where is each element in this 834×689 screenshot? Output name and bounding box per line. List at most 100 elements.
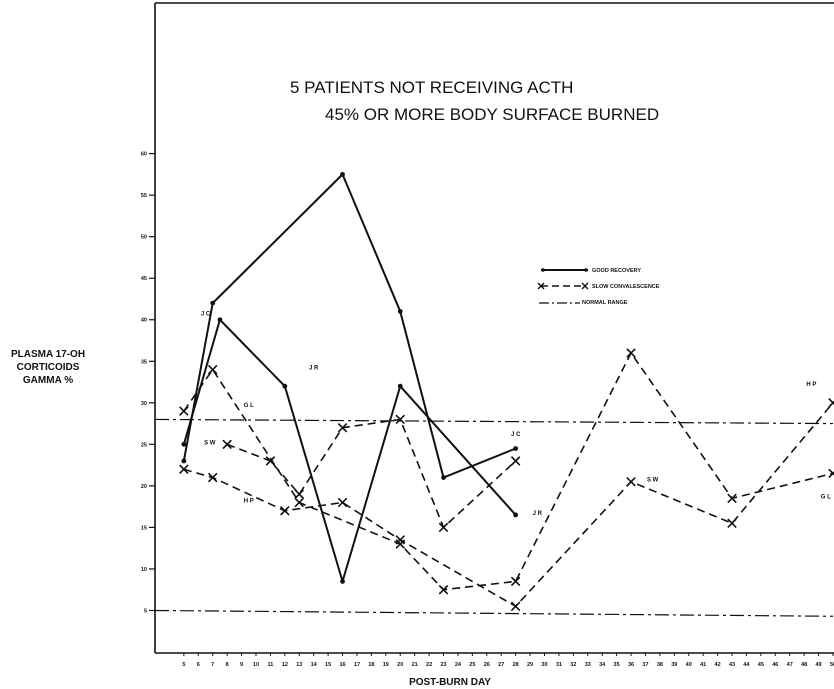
x-tick-label-41: 41	[700, 662, 706, 668]
y-tick-label-55: 55	[141, 193, 147, 199]
legend-label-normal-range: NORMAL RANGE	[582, 300, 628, 306]
series-j-r	[181, 317, 519, 584]
x-tick-label-24: 24	[455, 662, 462, 668]
x-tick-label-26: 26	[484, 662, 490, 668]
x-tick-label-32: 32	[570, 662, 576, 668]
x-tick-label-23: 23	[440, 662, 446, 668]
point-g-l-6	[626, 348, 636, 358]
y-tick-label-45: 45	[141, 276, 147, 282]
x-tick-label-20: 20	[397, 662, 403, 668]
point-g-l-4	[438, 584, 449, 595]
x-tick-label-48: 48	[801, 662, 807, 668]
point-s-w-2	[294, 489, 305, 499]
series-label-j-c-1: J C	[201, 312, 211, 318]
x-axis-ticks: 5 6 7 8 9 10 11 12 13 14 15 16 17 18 19 20 21 22 23 24 25 26 2…	[182, 653, 834, 668]
point-j-c-1	[210, 300, 216, 306]
point-j-c-2	[340, 171, 345, 177]
x-tick-label-49: 49	[816, 662, 822, 668]
legend-x-right	[581, 282, 589, 290]
x-tick-label-21: 21	[412, 662, 418, 668]
x-axis-title: POST-BURN DAY	[409, 677, 491, 688]
point-h-p-5	[510, 601, 521, 612]
series-label-j-r-2: J R	[309, 366, 319, 372]
x-tick-label-35: 35	[614, 662, 620, 668]
x-tick-label-13: 13	[296, 662, 302, 668]
series-j-c	[181, 171, 519, 480]
point-g-l-2	[294, 497, 305, 508]
series-label-g-l-10: G L	[821, 494, 831, 500]
chart-title-line-1: 5 PATIENTS NOT RECEIVING ACTH	[290, 78, 573, 97]
point-g-l-1	[207, 364, 218, 375]
normal-range-lines	[154, 418, 834, 617]
x-tick-label-12: 12	[282, 662, 288, 668]
x-tick-label-27: 27	[498, 662, 504, 668]
normal-range-line-1	[154, 418, 834, 425]
x-tick-label-14: 14	[311, 662, 318, 668]
series-line-s-w	[226, 418, 517, 529]
y-tick-label-50: 50	[141, 235, 147, 241]
x-tick-label-19: 19	[383, 662, 389, 668]
y-axis-title: PLASMA 17-OH CORTICOIDS GAMMA %	[11, 349, 85, 386]
x-tick-label-29: 29	[527, 662, 533, 668]
point-h-p-4	[395, 535, 405, 545]
x-tick-label-40: 40	[686, 662, 692, 668]
legend: GOOD RECOVERY SLOW CONVALESCENCE NORMAL …	[537, 268, 660, 306]
y-tick-label-35: 35	[141, 359, 147, 365]
x-tick-label-25: 25	[469, 662, 475, 668]
y-tick-label-40: 40	[141, 318, 147, 324]
normal-range-line-2	[154, 609, 834, 617]
chart-frame	[154, 2, 834, 654]
x-tick-label-15: 15	[325, 662, 331, 668]
series-label-h-p-5: H P	[244, 498, 254, 504]
series-line-h-p	[183, 402, 834, 608]
x-tick-label-46: 46	[772, 662, 778, 668]
point-h-p-6	[626, 476, 636, 487]
y-axis-title-line-1: PLASMA 17-OH	[11, 349, 85, 360]
point-s-w-4	[395, 414, 405, 425]
x-tick-label-30: 30	[541, 662, 547, 668]
legend-label-good-recovery: GOOD RECOVERY	[592, 268, 641, 274]
series-line-j-r	[182, 318, 517, 583]
point-j-r-3	[340, 578, 345, 584]
point-s-w-5	[438, 522, 449, 533]
legend-label-slow-convalescence: SLOW CONVALESCENCE	[592, 284, 660, 290]
x-tick-label-22: 22	[426, 662, 432, 668]
x-tick-label-18: 18	[368, 662, 374, 668]
y-axis-title-line-2: CORTICOIDS	[17, 362, 80, 373]
legend-dot-good-recovery-left	[541, 268, 545, 272]
y-tick-label-15: 15	[141, 525, 147, 531]
point-g-l-0	[179, 406, 189, 416]
series-layer	[179, 171, 834, 612]
point-j-r-4	[397, 383, 403, 389]
x-tick-label-10: 10	[253, 662, 259, 668]
point-h-p-0	[179, 464, 189, 475]
y-tick-label-20: 20	[141, 484, 147, 490]
point-h-p-3	[337, 497, 348, 508]
y-tick-label-5: 5	[144, 608, 147, 614]
x-tick-label-43: 43	[729, 662, 735, 668]
y-axis-title-line-3: GAMMA %	[23, 375, 73, 386]
x-tick-label-36: 36	[628, 662, 634, 668]
x-tick-label-17: 17	[354, 662, 360, 668]
series-label-s-w-8: S W	[647, 478, 659, 484]
series-line-g-l	[183, 352, 834, 591]
y-axis-ticks: 5 10 15 20 25 30 35 40 45 50 55 60	[141, 152, 155, 614]
x-tick-label-45: 45	[758, 662, 764, 668]
y-tick-label-25: 25	[141, 442, 147, 448]
x-tick-label-11: 11	[267, 662, 273, 668]
x-tick-label-8: 8	[226, 662, 229, 668]
point-s-w-6	[510, 456, 521, 466]
series-label-g-l-3: G L	[244, 403, 254, 409]
x-tick-label-34: 34	[599, 662, 606, 668]
series-label-j-c-6: J C	[511, 432, 521, 438]
point-h-p-1	[207, 472, 218, 483]
point-j-r-5	[513, 512, 519, 518]
x-tick-label-31: 31	[556, 662, 562, 668]
x-tick-label-7: 7	[211, 662, 214, 668]
series-g-l	[179, 348, 834, 595]
point-g-l-8	[828, 468, 834, 479]
series-label-h-p-9: H P	[806, 382, 816, 388]
series-h-p	[179, 398, 834, 612]
x-tick-label-33: 33	[585, 662, 591, 668]
chart-title-line-2: 45% OR MORE BODY SURFACE BURNED	[325, 105, 659, 124]
